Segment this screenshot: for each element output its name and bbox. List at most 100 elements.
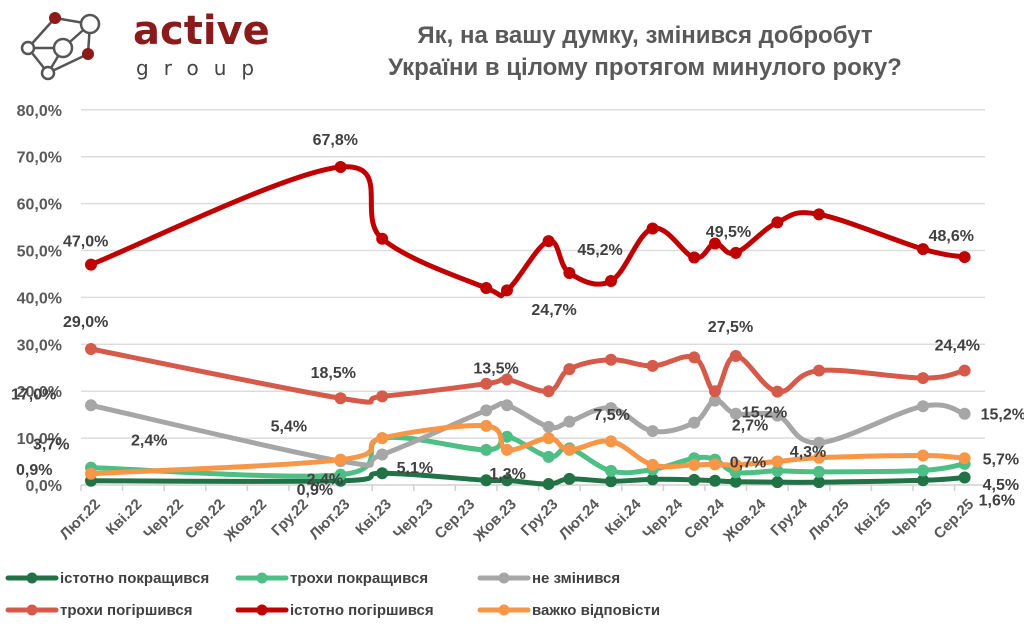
- active-group-logo: active group: [18, 6, 270, 82]
- data-point: [688, 416, 701, 429]
- x-tick-label: Чер.23: [390, 496, 437, 543]
- data-point: [917, 464, 929, 477]
- data-label: 2,4%: [307, 472, 343, 489]
- data-point: [813, 476, 825, 489]
- x-axis: Лют.22Кві.22Чер.22Сер.22Жов.22Гру.22Лют.…: [57, 485, 978, 546]
- y-axis-ticks: 0,0% 10,0% 20,0% 30,0% 40,0% 50,0% 60,0% 70,0% 8…: [17, 103, 62, 495]
- data-point: [480, 474, 493, 487]
- data-point: [688, 351, 701, 364]
- x-tick-label: Чер.25: [889, 496, 936, 543]
- chart-title: Як, на вашу думку, змінився добробут Укр…: [300, 20, 990, 84]
- data-point: [771, 385, 784, 398]
- data-point: [563, 472, 576, 485]
- data-point: [813, 436, 825, 449]
- data-point: [501, 443, 513, 456]
- data-point: [480, 419, 493, 432]
- data-point: [376, 390, 389, 403]
- legend: істотно покращився трохи покращився не змі…: [5, 570, 660, 619]
- legend-label: істотно покращився: [60, 570, 209, 587]
- y-tick-label: 20,0%: [17, 384, 62, 401]
- x-tick-label: Сер.25: [931, 496, 978, 543]
- data-label: 2,4%: [131, 433, 167, 450]
- data-point: [729, 458, 742, 471]
- data-point: [958, 471, 971, 484]
- legend-label: трохи покращився: [290, 570, 428, 587]
- x-tick-label: Жов.24: [720, 495, 770, 545]
- data-point: [958, 407, 971, 420]
- data-point: [958, 452, 971, 465]
- data-point: [501, 373, 513, 386]
- data-labels: 47,0% 67,8% 45,2% 49,5% 48,6% 29,0% 18,5% 24,7%…: [11, 132, 1024, 509]
- legend-label: важко відповісти: [532, 602, 660, 619]
- data-label: 3,7%: [33, 437, 69, 454]
- legend-label: не змінився: [532, 570, 620, 587]
- data-point: [771, 455, 784, 468]
- x-tick-label: Лют.24: [556, 495, 604, 543]
- series-lines: [85, 161, 971, 491]
- legend-label: істотно погіршився: [290, 602, 434, 619]
- data-point: [917, 474, 929, 487]
- data-point: [688, 458, 701, 471]
- data-point: [646, 458, 659, 471]
- logo-subword: group: [136, 56, 270, 80]
- data-point: [563, 415, 576, 428]
- data-point: [542, 385, 555, 398]
- chart-title-line-2: України в цілому протягом минулого року?: [388, 54, 902, 81]
- data-point: [709, 394, 721, 407]
- data-point: [813, 364, 825, 377]
- data-label: 67,8%: [313, 132, 358, 149]
- data-label: 27,5%: [708, 319, 753, 336]
- data-label: 18,5%: [311, 365, 356, 382]
- y-tick-label: 60,0%: [17, 197, 62, 214]
- data-label: 15,2%: [981, 407, 1024, 424]
- data-point: [646, 222, 659, 235]
- data-point: [709, 237, 721, 250]
- data-label: 49,5%: [706, 224, 751, 241]
- data-label: 47,0%: [63, 234, 108, 251]
- series-line: [88, 423, 968, 477]
- data-label: 5,7%: [983, 451, 1019, 468]
- data-point: [480, 443, 493, 456]
- data-point: [771, 216, 784, 229]
- data-point: [605, 274, 617, 287]
- y-tick-label: 40,0%: [17, 290, 62, 307]
- x-tick-label: Лют.25: [805, 496, 852, 543]
- data-point: [376, 232, 389, 245]
- data-point: [917, 449, 929, 462]
- data-point: [646, 425, 659, 438]
- legend-item: не змінився: [477, 570, 620, 587]
- y-tick-label: 80,0%: [17, 103, 62, 120]
- data-point: [813, 208, 825, 221]
- x-tick-label: Чер.24: [640, 495, 687, 542]
- legend-swatch-marker: [26, 604, 38, 616]
- data-label: 1,3%: [489, 466, 525, 483]
- legend-item: трохи погіршився: [5, 602, 193, 619]
- data-point: [376, 467, 389, 480]
- data-point: [334, 392, 347, 405]
- legend-swatch-marker: [256, 572, 268, 584]
- data-point: [771, 464, 784, 477]
- data-point: [605, 464, 617, 477]
- legend-swatch-marker: [256, 604, 268, 616]
- y-tick-label: 50,0%: [17, 244, 62, 261]
- data-point: [688, 473, 701, 486]
- data-point: [729, 407, 742, 420]
- x-tick-label: Лют.22: [57, 496, 104, 543]
- data-point: [688, 251, 701, 264]
- legend-swatch-marker: [26, 572, 38, 584]
- data-point: [771, 476, 784, 489]
- data-point: [85, 342, 97, 355]
- data-point: [501, 399, 513, 412]
- data-label: 15,2%: [742, 405, 787, 422]
- series-line: [88, 164, 968, 299]
- x-tick-label: Гру.23: [518, 496, 562, 540]
- x-tick-label: Кві.25: [852, 496, 895, 539]
- data-label: 13,5%: [473, 361, 518, 378]
- data-point: [334, 161, 347, 174]
- x-tick-label: Кві.22: [103, 496, 146, 539]
- x-tick-label: Кві.24: [602, 495, 645, 538]
- data-point: [729, 246, 742, 259]
- data-point: [542, 420, 555, 433]
- x-tick-label: Чер.22: [140, 496, 187, 543]
